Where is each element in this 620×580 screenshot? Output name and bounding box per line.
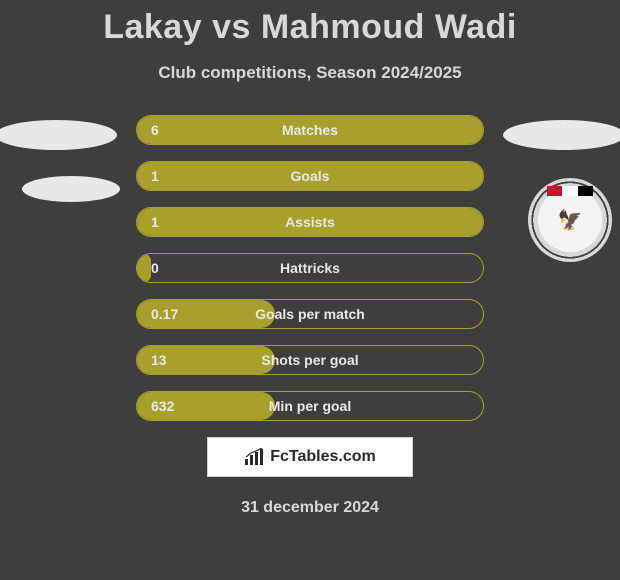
- stat-bar-min-per-goal: 632 Min per goal: [136, 391, 484, 421]
- bar-label: Shots per goal: [261, 352, 358, 368]
- bar-label: Min per goal: [269, 398, 351, 414]
- page-subtitle: Club competitions, Season 2024/2025: [0, 63, 620, 83]
- flag-stripe: [547, 186, 562, 196]
- decor-ellipse-right-1: [503, 120, 620, 150]
- page-date: 31 december 2024: [0, 499, 620, 517]
- bar-value: 1: [151, 214, 159, 230]
- bar-value: 632: [151, 398, 174, 414]
- bar-label: Assists: [285, 214, 335, 230]
- flag-stripe: [562, 186, 577, 196]
- bar-label: Goals per match: [255, 306, 365, 322]
- stat-bar-goals: 1 Goals: [136, 161, 484, 191]
- stat-bar-assists: 1 Assists: [136, 207, 484, 237]
- eagle-icon: 🦅: [558, 208, 583, 233]
- bar-value: 13: [151, 352, 167, 368]
- bar-value: 6: [151, 122, 159, 138]
- stats-bars: 6 Matches 1 Goals 1 Assists 0 Hattricks …: [136, 115, 484, 421]
- stat-bar-matches: 6 Matches: [136, 115, 484, 145]
- decor-ellipse-left-2: [22, 176, 120, 202]
- bar-label: Goals: [291, 168, 330, 184]
- bar-fill: [137, 254, 151, 282]
- bar-value: 0: [151, 260, 159, 276]
- flag-stripe: [578, 186, 593, 196]
- bar-value: 1: [151, 168, 159, 184]
- stat-bar-hattricks: 0 Hattricks: [136, 253, 484, 283]
- emblem-flag: [547, 186, 593, 196]
- bar-label: Matches: [282, 122, 338, 138]
- team-emblem: 🦅: [528, 178, 612, 262]
- page-title: Lakay vs Mahmoud Wadi: [0, 0, 620, 47]
- source-label: FcTables.com: [270, 448, 376, 466]
- bar-value: 0.17: [151, 306, 178, 322]
- chart-icon: [244, 448, 266, 466]
- bar-label: Hattricks: [280, 260, 340, 276]
- stat-bar-goals-per-match: 0.17 Goals per match: [136, 299, 484, 329]
- decor-ellipse-left-1: [0, 120, 117, 150]
- source-badge: FcTables.com: [207, 437, 413, 477]
- stat-bar-shots-per-goal: 13 Shots per goal: [136, 345, 484, 375]
